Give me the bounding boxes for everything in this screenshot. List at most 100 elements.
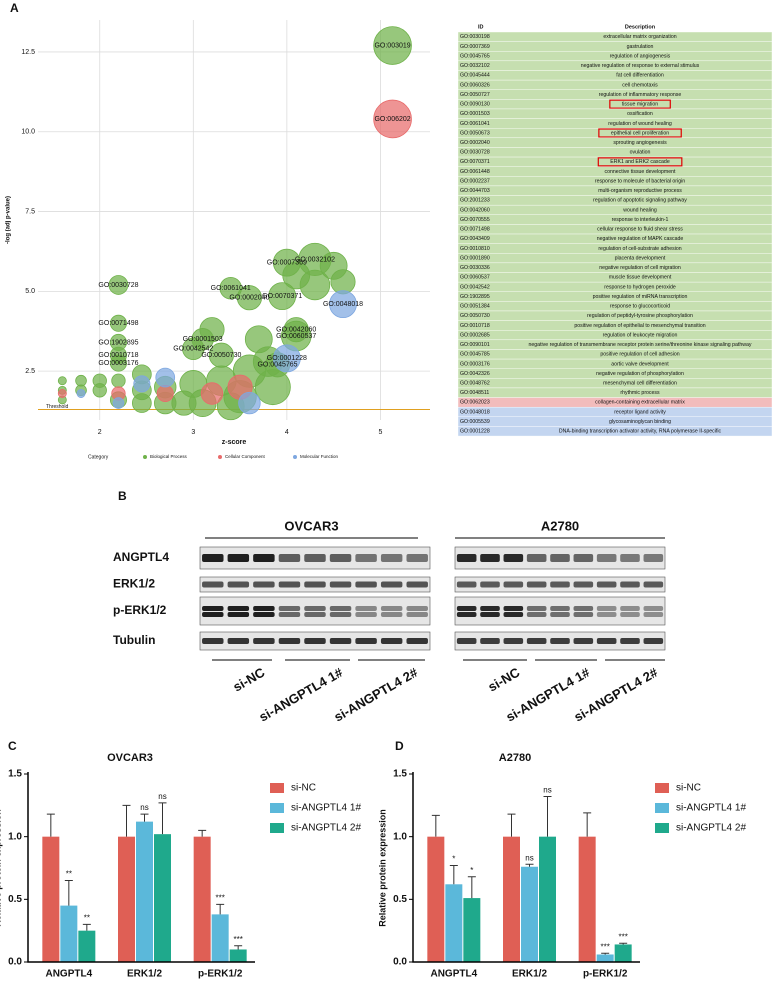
- table-cell: muscle tissue development: [609, 275, 672, 281]
- blot-band: [596, 606, 617, 611]
- bubble-label: GO:0060537: [276, 333, 316, 340]
- bubble: [236, 285, 262, 311]
- table-cell: negative regulation of transmembrane rec…: [529, 342, 752, 348]
- significance-label: ***: [233, 935, 242, 944]
- table-cell: GO:0060537: [460, 275, 490, 281]
- bubble-label: GO:0030728: [98, 282, 138, 289]
- blot-band: [526, 606, 547, 611]
- table-cell: fat cell differentiation: [616, 73, 664, 79]
- blot-band: [620, 581, 640, 588]
- blot-band: [380, 638, 403, 644]
- error-bar: [122, 804, 131, 837]
- bubble-label: GO:0050730: [201, 352, 241, 359]
- highlight-box: [597, 157, 683, 167]
- bar: [503, 836, 520, 962]
- blot-band: [329, 612, 352, 617]
- error-bar: [234, 945, 243, 950]
- bubble: [268, 282, 297, 311]
- bubble: [238, 391, 261, 415]
- blot-band: [253, 606, 275, 611]
- table-cell: GO:0001228: [460, 429, 490, 435]
- panel-label: A: [10, 1, 19, 15]
- blot-band: [643, 638, 664, 644]
- error-bar: [543, 796, 552, 837]
- bubble-label: GO:0001228: [267, 355, 307, 362]
- blot-band: [380, 612, 403, 617]
- bar: [229, 949, 247, 962]
- blot-band: [380, 554, 403, 562]
- blot-band: [550, 581, 570, 588]
- bubble-label: GO:006202: [374, 116, 410, 123]
- x-axis-title: z-score: [222, 439, 247, 446]
- axes: [27, 772, 255, 963]
- legend-label: si-NC: [676, 783, 701, 794]
- legend-swatch: [655, 803, 669, 813]
- y-tick-label: 5.0: [25, 288, 35, 295]
- highlight-box: [598, 128, 682, 138]
- blot-band: [550, 554, 570, 562]
- table-cell: rhythmic process: [620, 390, 660, 396]
- error-bar: [467, 876, 476, 899]
- significance-label: ***: [600, 942, 609, 951]
- table-cell: GO:0070371: [460, 159, 490, 165]
- table-cell: GO:0042060: [460, 207, 490, 213]
- table-cell: tissue migration: [622, 102, 658, 108]
- table-cell: connective tissue development: [605, 169, 676, 175]
- y-tick-label: 12.5: [21, 49, 35, 56]
- table-cell: negative regulation of cell migration: [599, 265, 681, 271]
- panel-label: B: [118, 489, 127, 503]
- significance-label: *: [452, 855, 455, 864]
- table-cell: receptor ligand activity: [614, 409, 666, 415]
- bubble: [373, 26, 412, 65]
- table-cell: GO:1902895: [460, 294, 490, 300]
- table-cell: GO:0051384: [460, 304, 490, 310]
- table-cell: GO:0045444: [460, 73, 490, 79]
- blot-band: [355, 612, 377, 617]
- table-row: [457, 387, 773, 398]
- legend-swatch: [270, 783, 284, 793]
- bubble-label: GO:0048018: [323, 301, 363, 308]
- blot-band: [202, 606, 224, 611]
- bar: [42, 836, 60, 962]
- table-cell: GO:0062023: [460, 400, 490, 406]
- y-tick-label: 1.0: [393, 831, 407, 842]
- bubble: [282, 261, 311, 290]
- table-cell: sprouting angiogenesis: [613, 140, 667, 146]
- y-tick-label: 7.5: [25, 208, 35, 215]
- table-cell: GO:0032102: [460, 63, 490, 69]
- blot-band: [596, 554, 617, 562]
- blot-band: [253, 554, 275, 562]
- group-label: si-NC: [485, 664, 522, 694]
- table-row: [457, 99, 773, 110]
- y-tick-label: 1.5: [8, 769, 22, 780]
- table-cell: multi-organism reproductive process: [598, 188, 682, 194]
- table-cell: GO:0048511: [460, 390, 489, 396]
- bubble-label: GO:003019: [374, 42, 410, 49]
- table-cell: regulation of angiogenesis: [610, 53, 671, 59]
- blot-band: [596, 638, 617, 644]
- table-cell: GO:0042542: [460, 284, 490, 290]
- legend-swatch: [270, 803, 284, 813]
- legend-label: si-ANGPTL4 2#: [676, 823, 746, 834]
- protein-label: ERK1/2: [113, 577, 155, 591]
- blot-band: [526, 612, 547, 617]
- blot-band: [278, 606, 301, 611]
- bar: [463, 898, 481, 962]
- table-cell: GO:0090101: [460, 342, 490, 348]
- blot-band: [550, 638, 570, 644]
- table-cell: positive regulation of epithelial to mes…: [574, 323, 705, 329]
- error-bar: [140, 813, 149, 822]
- table-row: [457, 70, 773, 81]
- table-cell: DNA-binding transcription activator acti…: [559, 429, 722, 435]
- blot-band: [573, 606, 594, 611]
- table-cell: GO:0003176: [460, 361, 490, 367]
- x-tick-label: ERK1/2: [512, 969, 547, 980]
- table-cell: extracellular matrix organization: [603, 34, 676, 40]
- significance-label: ***: [618, 932, 627, 941]
- table-cell: GO:0007369: [460, 44, 490, 50]
- table-cell: cellular response to fluid shear stress: [597, 227, 683, 233]
- y-axis-title: Relative protein expression: [0, 809, 2, 927]
- blot-band: [456, 606, 477, 611]
- table-cell: GO:0050727: [460, 92, 490, 98]
